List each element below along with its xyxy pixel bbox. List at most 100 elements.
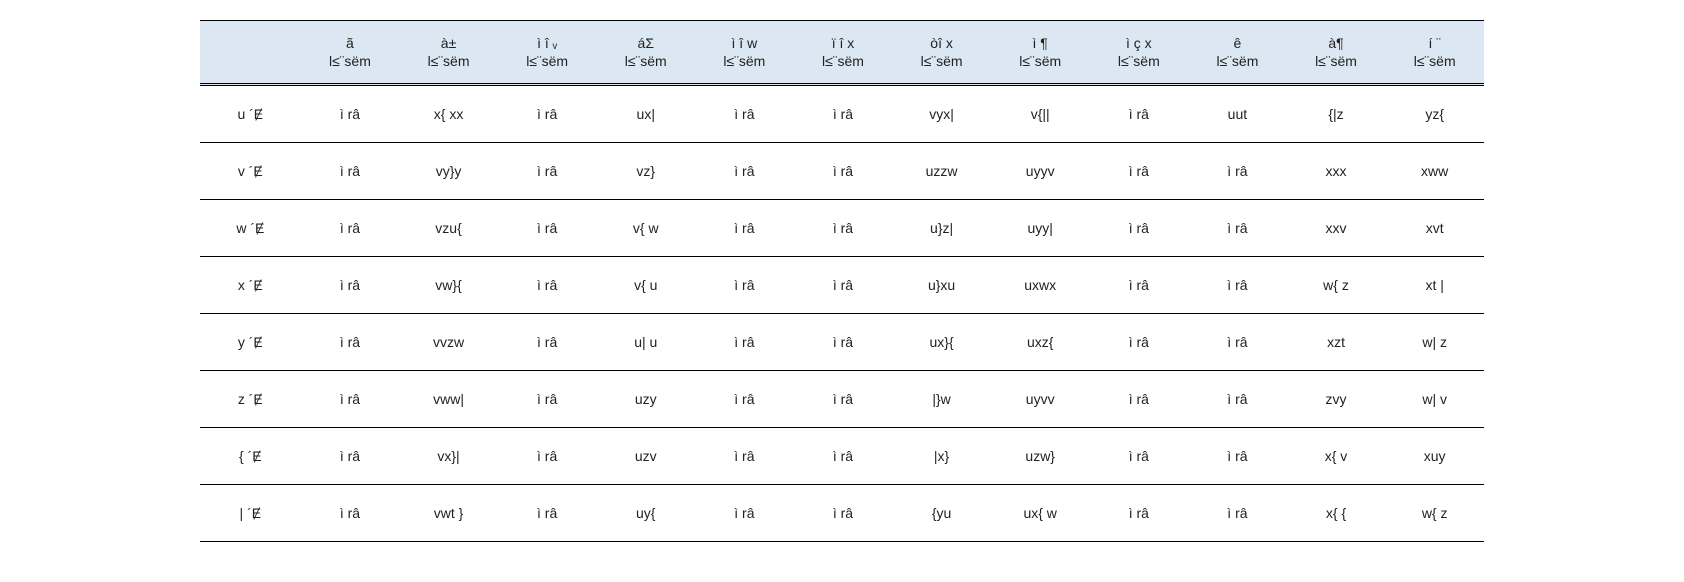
- cell: vz}: [596, 143, 695, 200]
- cell: ì râ: [794, 428, 893, 485]
- cell: vw}{: [399, 257, 498, 314]
- cell: uyyv: [991, 143, 1090, 200]
- cell: zvy: [1287, 371, 1386, 428]
- header-top: ì ç x: [1090, 26, 1189, 52]
- cell: u}z|: [892, 200, 991, 257]
- header-bot: l≤¨sëm: [1287, 52, 1386, 78]
- header-top: ì î ᵥ: [498, 26, 597, 52]
- cell: ì râ: [1188, 200, 1287, 257]
- cell: ì râ: [794, 200, 893, 257]
- cell: vzu{: [399, 200, 498, 257]
- table-body: u ´Ɇ ì râ x{ xx ì râ ux| ì râ ì râ vyx| …: [200, 85, 1484, 542]
- table-row: w ´Ɇ ì râ vzu{ ì râ v{ w ì râ ì râ u}z| …: [200, 200, 1484, 257]
- header-top: [200, 44, 301, 52]
- cell: ì râ: [498, 200, 597, 257]
- header-cell-5: ì î w l≤¨sëm: [695, 21, 794, 85]
- header-top: ã: [301, 26, 400, 52]
- cell: x{ v: [1287, 428, 1386, 485]
- header-top: à¶: [1287, 26, 1386, 52]
- table-row: y ´Ɇ ì râ vvzw ì râ u| u ì râ ì râ ux}{ …: [200, 314, 1484, 371]
- header-bot: [200, 52, 301, 60]
- row-label: y ´Ɇ: [200, 314, 301, 371]
- cell: ì râ: [498, 428, 597, 485]
- header-top: ê: [1188, 26, 1287, 52]
- cell: xvt: [1385, 200, 1484, 257]
- cell: ì râ: [794, 314, 893, 371]
- header-cell-7: òî x l≤¨sëm: [892, 21, 991, 85]
- row-label: { ´Ɇ: [200, 428, 301, 485]
- table-row: x ´Ɇ ì râ vw}{ ì râ v{ u ì râ ì râ u}xu …: [200, 257, 1484, 314]
- cell: w{ z: [1287, 257, 1386, 314]
- cell: |x}: [892, 428, 991, 485]
- cell: uut: [1188, 85, 1287, 143]
- cell: ì râ: [301, 371, 400, 428]
- cell: xxv: [1287, 200, 1386, 257]
- cell: ì râ: [498, 371, 597, 428]
- cell: uzy: [596, 371, 695, 428]
- cell: ì râ: [1090, 257, 1189, 314]
- cell: ì râ: [695, 257, 794, 314]
- header-bot: l≤¨sëm: [596, 52, 695, 78]
- cell: ì râ: [1188, 314, 1287, 371]
- cell: uyy|: [991, 200, 1090, 257]
- header-cell-12: í ¨ l≤¨sëm: [1385, 21, 1484, 85]
- cell: vvzw: [399, 314, 498, 371]
- header-top: ì ¶: [991, 26, 1090, 52]
- cell: u}xu: [892, 257, 991, 314]
- cell: ì râ: [794, 371, 893, 428]
- cell: ì râ: [301, 85, 400, 143]
- cell: uy{: [596, 485, 695, 542]
- header-bot: l≤¨sëm: [794, 52, 893, 78]
- cell: xzt: [1287, 314, 1386, 371]
- cell: ì râ: [695, 428, 794, 485]
- row-label: v ´Ɇ: [200, 143, 301, 200]
- cell: ux{ w: [991, 485, 1090, 542]
- cell: w| z: [1385, 314, 1484, 371]
- table-row: { ´Ɇ ì râ vx}| ì râ uzv ì râ ì râ |x} uz…: [200, 428, 1484, 485]
- header-cell-10: ê l≤¨sëm: [1188, 21, 1287, 85]
- cell: ì râ: [498, 143, 597, 200]
- header-cell-4: áΣ l≤¨sëm: [596, 21, 695, 85]
- table-row: v ´Ɇ ì râ vy}y ì râ vz} ì râ ì râ uzzw u…: [200, 143, 1484, 200]
- cell: xt |: [1385, 257, 1484, 314]
- cell: uzw}: [991, 428, 1090, 485]
- cell: ì râ: [1090, 143, 1189, 200]
- header-top: ï î x: [794, 26, 893, 52]
- cell: ì râ: [498, 85, 597, 143]
- table-row: | ´Ɇ ì râ vwt } ì râ uy{ ì râ ì râ {yu u…: [200, 485, 1484, 542]
- cell: x{ xx: [399, 85, 498, 143]
- row-label: w ´Ɇ: [200, 200, 301, 257]
- header-cell-6: ï î x l≤¨sëm: [794, 21, 893, 85]
- cell: ux}{: [892, 314, 991, 371]
- cell: ì râ: [498, 314, 597, 371]
- header-cell-2: à± l≤¨sëm: [399, 21, 498, 85]
- cell: vy}y: [399, 143, 498, 200]
- header-cell-1: ã l≤¨sëm: [301, 21, 400, 85]
- header-cell-9: ì ç x l≤¨sëm: [1090, 21, 1189, 85]
- cell: ì râ: [301, 428, 400, 485]
- cell: ì râ: [301, 143, 400, 200]
- row-label: z ´Ɇ: [200, 371, 301, 428]
- cell: uzv: [596, 428, 695, 485]
- cell: vx}|: [399, 428, 498, 485]
- cell: xuy: [1385, 428, 1484, 485]
- cell: ì râ: [1090, 371, 1189, 428]
- cell: ì râ: [794, 85, 893, 143]
- cell: ì râ: [695, 371, 794, 428]
- header-row: ã l≤¨sëm à± l≤¨sëm ì î ᵥ l≤¨sëm áΣ l≤¨së…: [200, 21, 1484, 85]
- cell: ì râ: [1090, 428, 1189, 485]
- cell: ì râ: [1188, 257, 1287, 314]
- cell: ì râ: [695, 85, 794, 143]
- header-bot: l≤¨sëm: [399, 52, 498, 78]
- header-bot: l≤¨sëm: [498, 52, 597, 78]
- cell: ì râ: [301, 485, 400, 542]
- cell: ì râ: [1188, 485, 1287, 542]
- header-top: à±: [399, 26, 498, 52]
- cell: xxx: [1287, 143, 1386, 200]
- cell: uxwx: [991, 257, 1090, 314]
- cell: x{ {: [1287, 485, 1386, 542]
- cell: w| v: [1385, 371, 1484, 428]
- table-row: z ´Ɇ ì râ vww| ì râ uzy ì râ ì râ |}w uy…: [200, 371, 1484, 428]
- cell: v{||: [991, 85, 1090, 143]
- header-bot: l≤¨sëm: [1385, 52, 1484, 78]
